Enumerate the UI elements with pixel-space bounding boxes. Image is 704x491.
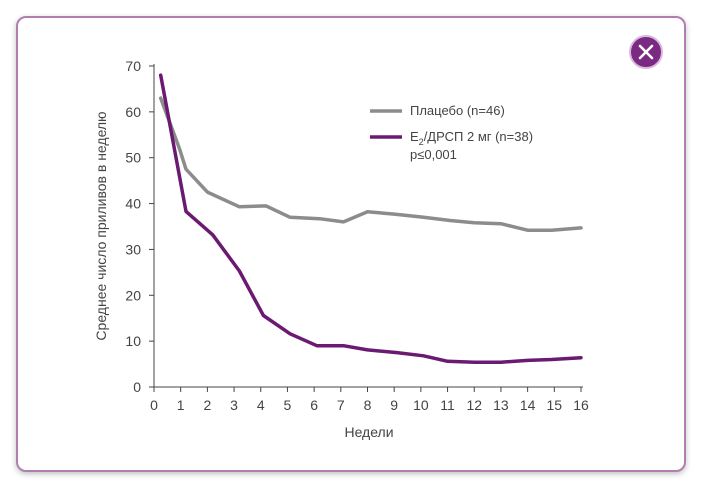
x-axis-label: Недели bbox=[344, 424, 393, 440]
y-tick-label: 0 bbox=[133, 379, 141, 395]
series-line-1 bbox=[158, 73, 583, 364]
close-button[interactable] bbox=[629, 35, 663, 69]
x-tick-label: 9 bbox=[390, 397, 398, 413]
y-axis: 0 10 20 30 40 50 60 70 bbox=[125, 58, 155, 395]
p-value-annotation: p≤0,001 bbox=[410, 147, 457, 162]
legend: Плацебо (n=46) E2/ДРСП 2 мг (n=38) p≤0,0… bbox=[370, 103, 533, 162]
y-tick-label: 60 bbox=[125, 104, 141, 120]
x-tick-label: 13 bbox=[493, 397, 509, 413]
chart-dialog bbox=[16, 16, 686, 472]
x-tick-label: 5 bbox=[284, 397, 292, 413]
x-tick-label: 6 bbox=[310, 397, 318, 413]
x-tick-label: 11 bbox=[440, 397, 455, 413]
legend-label-e2: E2/ДРСП 2 мг (n=38) bbox=[410, 129, 533, 147]
series-group bbox=[158, 73, 583, 364]
x-tick-label: 4 bbox=[257, 397, 265, 413]
legend-e2-rest: /ДРСП 2 мг (n=38) bbox=[424, 129, 533, 144]
x-tick-label: 1 bbox=[177, 397, 185, 413]
legend-e2-base: E bbox=[410, 129, 419, 144]
close-icon bbox=[638, 44, 654, 60]
x-tick-label: 12 bbox=[466, 397, 482, 413]
x-axis: 0 1 2 3 4 5 6 7 8 9 10 11 12 13 14 15 16 bbox=[150, 386, 589, 413]
y-tick-label: 70 bbox=[125, 58, 141, 74]
y-axis-label: Среднее число приливов в неделю bbox=[93, 111, 109, 340]
x-tick-label: 15 bbox=[547, 397, 563, 413]
series-line-0 bbox=[158, 96, 583, 232]
x-tick-label: 16 bbox=[573, 397, 589, 413]
x-tick-label: 14 bbox=[520, 397, 536, 413]
x-tick-label: 2 bbox=[203, 397, 211, 413]
x-tick-label: 8 bbox=[364, 397, 372, 413]
x-tick-label: 3 bbox=[230, 397, 238, 413]
y-tick-label: 20 bbox=[125, 287, 141, 303]
legend-label-placebo: Плацебо (n=46) bbox=[410, 103, 505, 118]
y-tick-label: 10 bbox=[125, 333, 141, 349]
x-tick-label: 10 bbox=[413, 397, 429, 413]
y-tick-label: 30 bbox=[125, 241, 141, 257]
x-tick-label: 7 bbox=[337, 397, 345, 413]
y-tick-label: 50 bbox=[125, 150, 141, 166]
y-tick-label: 40 bbox=[125, 196, 141, 212]
legend-e2-sub: 2 bbox=[419, 137, 424, 147]
x-tick-label: 0 bbox=[150, 397, 158, 413]
